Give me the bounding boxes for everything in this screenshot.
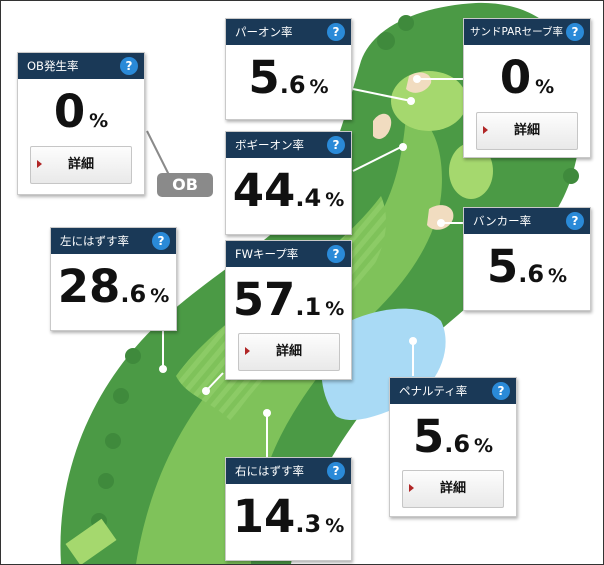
- ob-rate-title: OB発生率: [27, 59, 79, 73]
- miss-left-rate-title: 左にはずす率: [60, 234, 129, 248]
- help-icon[interactable]: ?: [327, 245, 345, 263]
- help-icon[interactable]: ?: [566, 23, 584, 41]
- bogey-on-rate-card: ボギーオン率 ? 44.4%: [225, 131, 352, 235]
- sand-par-save-card: サンドPARセーブ率 ? 0% 詳細: [463, 18, 591, 158]
- help-icon[interactable]: ?: [120, 57, 138, 75]
- tee-box: [65, 518, 117, 564]
- bogey-on-rate-header: ボギーオン率 ?: [226, 132, 351, 158]
- par-on-rate-card: パーオン率 ? 5.6%: [225, 18, 352, 120]
- penalty-rate-header: ペナルティ率 ?: [390, 378, 516, 404]
- bunker-rate-value: 5.6%: [486, 240, 568, 293]
- arrow-right-icon: [37, 160, 42, 168]
- bunker-2: [373, 113, 392, 139]
- fw-keep-rate-title: FWキープ率: [235, 247, 299, 261]
- penalty-detail-button[interactable]: 詳細: [402, 470, 504, 508]
- penalty-rate-value: 5.6%: [412, 410, 494, 463]
- miss-left-rate-header: 左にはずす率 ?: [51, 228, 176, 254]
- fw-keep-rate-card: FWキープ率 ? 57.1% 詳細: [225, 240, 352, 380]
- bunker-rate-header: バンカー率 ?: [464, 208, 590, 234]
- bogey-on-rate-value: 44.4%: [232, 164, 345, 217]
- ob-tag: OB: [157, 173, 213, 197]
- help-icon[interactable]: ?: [492, 382, 510, 400]
- bunker-rate-card: バンカー率 ? 5.6%: [463, 207, 591, 311]
- miss-left-rate-value: 28.6%: [57, 260, 170, 313]
- sand-par-save-value: 0%: [499, 51, 555, 104]
- bunker-rate-title: バンカー率: [473, 214, 532, 228]
- help-icon[interactable]: ?: [327, 136, 345, 154]
- help-icon[interactable]: ?: [327, 23, 345, 41]
- ob-rate-header: OB発生率 ?: [18, 53, 144, 79]
- miss-right-rate-value: 14.3%: [232, 490, 345, 543]
- arrow-right-icon: [483, 126, 488, 134]
- ob-rate-value: 0%: [53, 85, 109, 138]
- penalty-rate-card: ペナルティ率 ? 5.6% 詳細: [389, 377, 517, 517]
- miss-right-rate-header: 右にはずす率 ?: [226, 458, 351, 484]
- par-on-rate-title: パーオン率: [235, 25, 293, 39]
- miss-right-rate-title: 右にはずす率: [235, 464, 304, 478]
- bogey-on-rate-title: ボギーオン率: [235, 138, 304, 152]
- sand-par-save-header: サンドPARセーブ率 ?: [464, 19, 590, 45]
- fw-keep-detail-button[interactable]: 詳細: [238, 333, 340, 371]
- par-on-rate-header: パーオン率 ?: [226, 19, 351, 45]
- help-icon[interactable]: ?: [566, 212, 584, 230]
- connector-dots: [159, 75, 445, 417]
- connector-lines: [162, 78, 463, 457]
- sand-par-save-detail-button[interactable]: 詳細: [476, 112, 578, 150]
- fw-keep-rate-header: FWキープ率 ?: [226, 241, 351, 267]
- arrow-right-icon: [409, 484, 414, 492]
- ob-detail-button[interactable]: 詳細: [30, 146, 132, 184]
- sand-par-save-title: サンドPARセーブ率: [470, 26, 564, 38]
- miss-left-rate-card: 左にはずす率 ? 28.6%: [50, 227, 177, 331]
- miss-right-rate-card: 右にはずす率 ? 14.3%: [225, 457, 352, 561]
- arrow-right-icon: [245, 347, 250, 355]
- fw-keep-rate-value: 57.1%: [232, 273, 345, 326]
- ob-line: [146, 130, 170, 176]
- par-on-rate-value: 5.6%: [248, 51, 329, 104]
- help-icon[interactable]: ?: [327, 462, 345, 480]
- penalty-rate-title: ペナルティ率: [399, 384, 468, 398]
- ob-rate-card: OB発生率 ? 0% 詳細: [17, 52, 145, 195]
- help-icon[interactable]: ?: [152, 232, 170, 250]
